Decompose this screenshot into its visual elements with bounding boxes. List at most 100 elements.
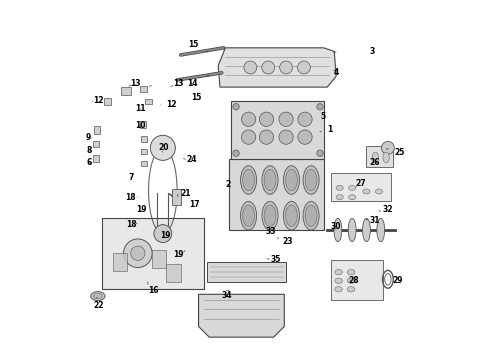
Bar xyxy=(140,121,147,128)
Ellipse shape xyxy=(383,152,390,163)
Text: 5: 5 xyxy=(320,112,325,121)
Text: 2: 2 xyxy=(225,180,230,189)
Bar xyxy=(102,217,204,289)
Ellipse shape xyxy=(303,202,319,230)
Bar xyxy=(93,141,98,148)
Text: 10: 10 xyxy=(135,121,146,130)
Text: 27: 27 xyxy=(356,179,367,188)
Ellipse shape xyxy=(241,202,257,230)
Text: 17: 17 xyxy=(189,200,199,209)
Circle shape xyxy=(317,104,323,110)
Circle shape xyxy=(381,141,394,154)
Bar xyxy=(331,173,392,202)
Ellipse shape xyxy=(363,219,370,242)
Ellipse shape xyxy=(336,185,343,190)
Ellipse shape xyxy=(347,287,355,292)
Ellipse shape xyxy=(283,202,299,230)
Text: 20: 20 xyxy=(159,143,169,152)
Text: 19: 19 xyxy=(160,231,171,240)
Text: 15: 15 xyxy=(191,93,201,102)
Ellipse shape xyxy=(335,287,343,292)
Ellipse shape xyxy=(372,152,379,163)
Text: 14: 14 xyxy=(187,79,197,88)
Ellipse shape xyxy=(286,169,297,191)
Polygon shape xyxy=(231,102,323,158)
Ellipse shape xyxy=(241,166,257,194)
Text: 34: 34 xyxy=(222,291,232,300)
Text: 35: 35 xyxy=(270,255,281,264)
Text: 32: 32 xyxy=(383,205,393,214)
Ellipse shape xyxy=(348,195,356,200)
Circle shape xyxy=(131,246,145,260)
Bar xyxy=(141,161,147,166)
Text: 12: 12 xyxy=(93,96,104,105)
Text: 6: 6 xyxy=(86,158,91,167)
Bar xyxy=(140,86,147,92)
Ellipse shape xyxy=(377,219,385,242)
Circle shape xyxy=(262,61,275,74)
Text: 18: 18 xyxy=(126,220,137,229)
Bar xyxy=(141,149,147,154)
Bar xyxy=(94,126,100,134)
Text: 18: 18 xyxy=(125,193,136,202)
Bar xyxy=(141,136,147,141)
Circle shape xyxy=(123,239,152,267)
Ellipse shape xyxy=(305,205,317,226)
Ellipse shape xyxy=(286,205,297,226)
Ellipse shape xyxy=(334,219,342,242)
Circle shape xyxy=(259,130,273,144)
Text: 19: 19 xyxy=(173,250,183,259)
Text: 13: 13 xyxy=(173,79,184,88)
Text: 13: 13 xyxy=(130,79,141,88)
Text: 15: 15 xyxy=(188,40,198,49)
Text: 26: 26 xyxy=(369,158,380,167)
Bar xyxy=(103,98,111,105)
Ellipse shape xyxy=(243,169,254,191)
Ellipse shape xyxy=(305,169,317,191)
Text: 11: 11 xyxy=(135,104,146,113)
Ellipse shape xyxy=(348,219,356,242)
Ellipse shape xyxy=(335,278,343,283)
Polygon shape xyxy=(218,48,336,87)
Bar xyxy=(167,264,181,282)
Text: 23: 23 xyxy=(283,237,293,246)
Circle shape xyxy=(279,112,293,126)
Circle shape xyxy=(242,130,256,144)
Text: 28: 28 xyxy=(348,276,359,285)
Ellipse shape xyxy=(94,293,102,299)
Ellipse shape xyxy=(335,270,343,275)
Bar xyxy=(152,249,167,267)
Ellipse shape xyxy=(303,166,319,194)
Bar xyxy=(331,260,383,300)
Text: 7: 7 xyxy=(129,173,134,182)
Text: 16: 16 xyxy=(148,286,158,295)
Ellipse shape xyxy=(243,205,254,226)
Circle shape xyxy=(298,130,312,144)
Ellipse shape xyxy=(264,205,276,226)
Circle shape xyxy=(244,61,257,74)
Polygon shape xyxy=(229,158,323,230)
Ellipse shape xyxy=(348,185,356,190)
Circle shape xyxy=(280,61,293,74)
Text: 8: 8 xyxy=(86,146,92,155)
Circle shape xyxy=(279,130,293,144)
Circle shape xyxy=(233,150,239,157)
Bar xyxy=(93,156,98,162)
Bar xyxy=(113,253,127,271)
Ellipse shape xyxy=(347,278,355,283)
Text: 22: 22 xyxy=(93,301,104,310)
Bar xyxy=(122,87,131,95)
Text: 9: 9 xyxy=(86,133,91,142)
Circle shape xyxy=(242,112,256,126)
Bar xyxy=(367,146,393,167)
Ellipse shape xyxy=(264,169,276,191)
Text: 33: 33 xyxy=(266,227,276,236)
Bar xyxy=(172,189,181,205)
Ellipse shape xyxy=(91,292,105,301)
Circle shape xyxy=(154,225,172,243)
Circle shape xyxy=(150,135,175,160)
Circle shape xyxy=(317,150,323,157)
Text: 30: 30 xyxy=(331,222,341,231)
Text: 1: 1 xyxy=(327,126,332,135)
Text: 29: 29 xyxy=(392,276,403,285)
